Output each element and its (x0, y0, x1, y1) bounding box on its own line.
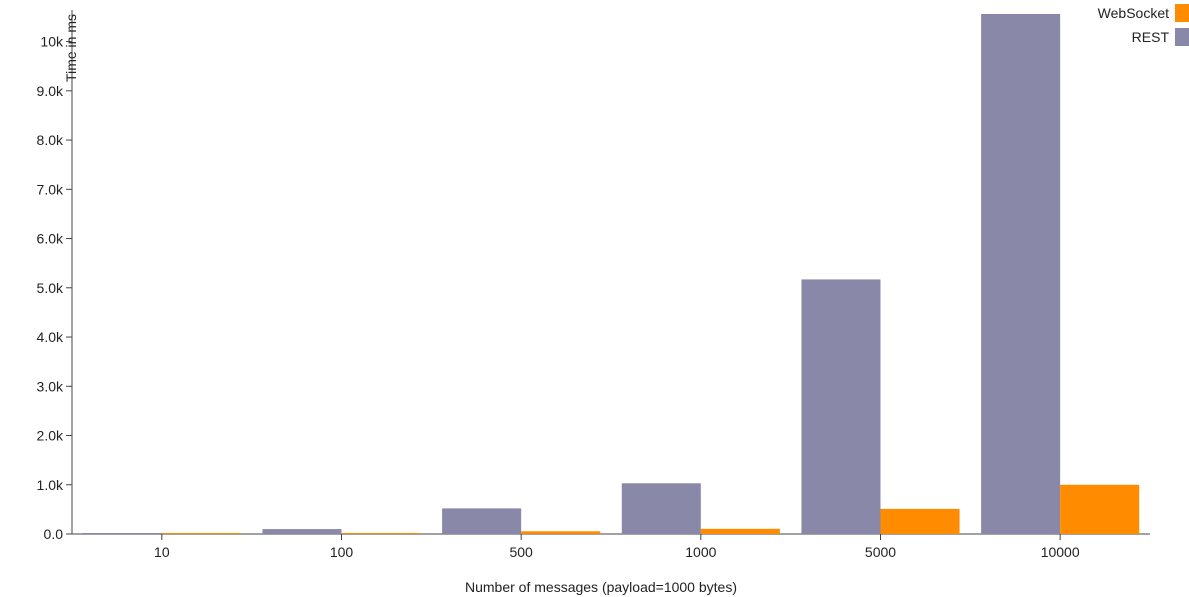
bar-rest-1000 (621, 483, 701, 534)
bar-websocket-10 (161, 533, 241, 534)
bar-rest-100 (262, 529, 342, 534)
y-tick: 0.0 (44, 526, 72, 542)
x-tick-label: 10 (154, 544, 170, 560)
y-axis: 0.0 1.0k 2.0k 3.0k 4.0k 5.0k 6.0k 7.0k 8.0k 9.0k 1… (37, 10, 73, 542)
bar-websocket-10000 (1060, 484, 1140, 534)
y-tick: 7.0k (37, 181, 72, 197)
x-axis-title: Number of messages (payload=1000 bytes) (465, 579, 737, 595)
x-tick: 5000 (865, 534, 896, 560)
bars (82, 14, 1140, 534)
x-tick-label: 1000 (685, 544, 716, 560)
y-tick-label: 2.0k (37, 428, 64, 444)
y-axis-title: Time in ms (63, 14, 79, 82)
bar-websocket-1000 (700, 528, 780, 534)
y-tick-label: 5.0k (37, 280, 64, 296)
bar-websocket-5000 (880, 508, 960, 534)
y-tick: 6.0k (37, 231, 72, 247)
bar-websocket-100 (341, 533, 421, 534)
legend-item-rest: REST (1132, 28, 1189, 46)
y-tick-label: 4.0k (37, 329, 64, 345)
x-tick: 1000 (685, 534, 717, 560)
y-tick: 5.0k (37, 280, 72, 296)
y-tick: 4.0k (37, 329, 72, 345)
y-tick-label: 7.0k (37, 181, 64, 197)
y-tick-label: 8.0k (37, 132, 64, 148)
x-tick-label: 5000 (865, 544, 896, 560)
bar-rest-10000 (981, 14, 1061, 534)
y-tick: 10k (40, 34, 72, 50)
legend-label: REST (1132, 29, 1170, 45)
y-tick-label: 0.0 (44, 526, 64, 542)
x-tick: 10 (154, 534, 170, 560)
bar-websocket-500 (521, 531, 601, 534)
y-tick: 8.0k (37, 132, 72, 148)
y-tick-label: 3.0k (37, 378, 64, 394)
x-axis: 10 100 500 1000 5000 10000 (72, 533, 1150, 560)
y-tick-label: 1.0k (37, 477, 64, 493)
x-tick-label: 10000 (1041, 544, 1080, 560)
x-tick: 10000 (1041, 534, 1080, 560)
legend-swatch (1175, 28, 1189, 46)
y-tick: 3.0k (37, 378, 72, 394)
legend-label: WebSocket (1098, 5, 1169, 21)
y-tick: 9.0k (37, 83, 72, 99)
y-tick-label: 6.0k (37, 231, 64, 247)
y-tick-label: 10k (40, 34, 64, 50)
x-tick-label: 100 (330, 544, 354, 560)
x-tick: 500 (509, 534, 533, 560)
x-tick-label: 500 (509, 544, 533, 560)
bar-rest-5000 (801, 279, 881, 534)
y-tick-label: 9.0k (37, 83, 64, 99)
legend-item-websocket: WebSocket (1098, 4, 1189, 22)
x-tick: 100 (330, 534, 354, 560)
legend-swatch (1175, 4, 1189, 22)
bar-rest-10 (82, 533, 162, 534)
bar-rest-500 (442, 508, 522, 534)
y-tick: 1.0k (37, 477, 72, 493)
y-tick: 2.0k (37, 428, 72, 444)
legend: WebSocket REST (1098, 4, 1189, 46)
